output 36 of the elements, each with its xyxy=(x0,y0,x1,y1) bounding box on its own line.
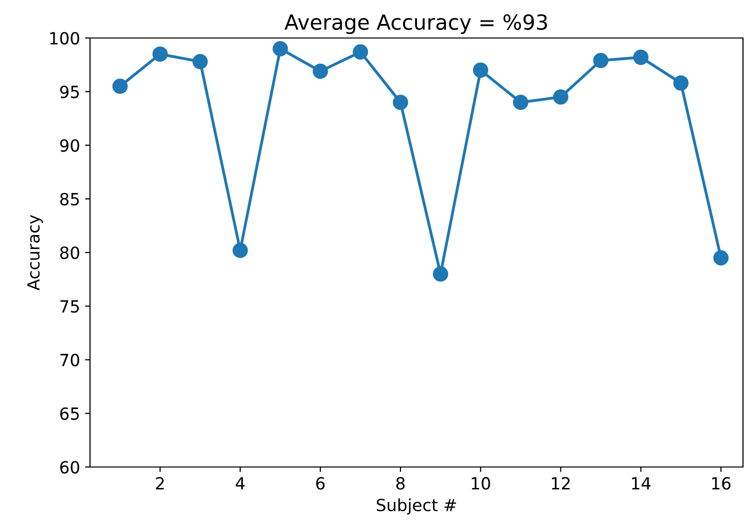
point xyxy=(312,64,328,79)
y-tick-label: 65 xyxy=(60,407,79,420)
y-tick-label: 80 xyxy=(60,246,80,260)
point xyxy=(192,54,208,70)
point xyxy=(513,94,528,110)
point xyxy=(553,89,568,105)
x-tick-label: 10 xyxy=(472,477,490,490)
chart-title: Average Accuracy = %93 xyxy=(284,14,547,34)
x-tick-label: 12 xyxy=(552,477,570,490)
point xyxy=(593,52,608,68)
point xyxy=(232,242,248,258)
point xyxy=(272,41,288,56)
y-tick-label: 70 xyxy=(60,354,80,366)
point xyxy=(633,50,648,65)
y-tick-label: 60 xyxy=(60,460,80,474)
y-axis-title: Accuracy xyxy=(27,214,43,290)
x-axis-title: Subject # xyxy=(376,498,456,515)
point xyxy=(112,78,128,94)
x-tick-label: 6 xyxy=(316,477,325,490)
point xyxy=(673,75,689,91)
point xyxy=(432,266,448,282)
x-tick-label: 4 xyxy=(236,477,245,490)
x-tick-label: 14 xyxy=(632,477,651,490)
point xyxy=(352,44,368,60)
point xyxy=(392,94,408,110)
point xyxy=(472,62,488,78)
x-tick-label: 2 xyxy=(156,477,164,490)
y-tick-label: 100 xyxy=(50,32,80,45)
y-tick-label: 85 xyxy=(60,192,79,206)
y-tick-label: 75 xyxy=(60,300,79,313)
y-tick-label: 90 xyxy=(60,139,80,152)
point xyxy=(152,46,168,62)
y-tick-label: 95 xyxy=(60,86,79,98)
point xyxy=(713,250,729,266)
x-tick-label: 8 xyxy=(396,477,405,490)
x-tick-label: 16 xyxy=(712,477,731,490)
